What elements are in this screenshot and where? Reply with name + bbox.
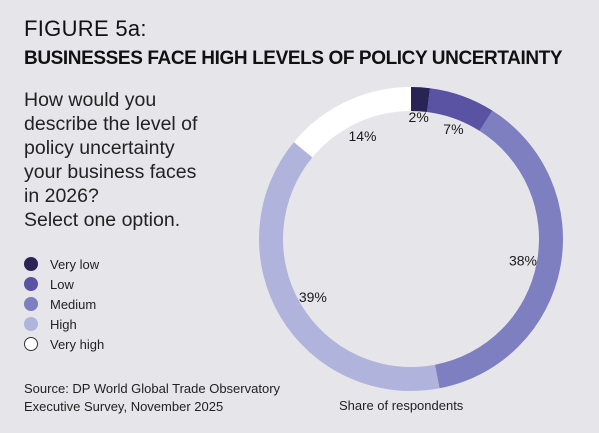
legend-item-high: High xyxy=(24,314,104,334)
legend-swatch xyxy=(24,337,38,351)
legend-item-medium: Medium xyxy=(24,294,104,314)
slice-label-low: 7% xyxy=(443,121,463,137)
chart-footnote: Share of respondents xyxy=(339,398,464,413)
donut-slice-high xyxy=(259,142,440,391)
legend: Very low Low Medium High Very high xyxy=(24,254,104,354)
question-line: How would you xyxy=(24,89,157,111)
question-line: in 2026? xyxy=(24,185,99,207)
legend-label: High xyxy=(50,316,77,332)
source-note: Source: DP World Global Trade Observator… xyxy=(24,380,280,416)
legend-swatch xyxy=(24,297,38,311)
slice-label-medium: 38% xyxy=(509,252,537,268)
survey-question: How would you describe the level of poli… xyxy=(24,88,224,232)
figure-label: FIGURE 5a: xyxy=(24,16,147,41)
legend-item-very-high: Very high xyxy=(24,334,104,354)
legend-label: Low xyxy=(50,276,74,292)
legend-label: Very high xyxy=(50,336,105,352)
slice-label-very-high: 14% xyxy=(348,128,376,144)
source-line: Executive Survey, November 2025 xyxy=(24,399,224,414)
source-line: Source: DP World Global Trade Observator… xyxy=(24,381,281,396)
legend-label: Very low xyxy=(50,256,100,272)
legend-label: Medium xyxy=(50,296,97,312)
donut-slice-very-high xyxy=(293,87,412,158)
donut-slice-low xyxy=(426,88,493,132)
question-line: Select one option. xyxy=(24,209,181,231)
question-line: describe the level of xyxy=(24,113,198,135)
legend-swatch xyxy=(24,277,38,291)
question-line: your business faces xyxy=(24,161,197,183)
legend-swatch xyxy=(24,317,38,331)
slice-label-high: 39% xyxy=(299,289,327,305)
slice-label-very-low: 2% xyxy=(409,109,429,125)
legend-swatch xyxy=(24,257,38,271)
question-line: policy uncertainty xyxy=(24,137,175,159)
donut-slice-medium xyxy=(434,110,563,389)
legend-item-very-low: Very low xyxy=(24,254,104,274)
chart-title: BUSINESSES FACE HIGH LEVELS OF POLICY UN… xyxy=(24,48,563,69)
legend-item-low: Low xyxy=(24,274,104,294)
donut-slice-very-low xyxy=(410,87,431,113)
